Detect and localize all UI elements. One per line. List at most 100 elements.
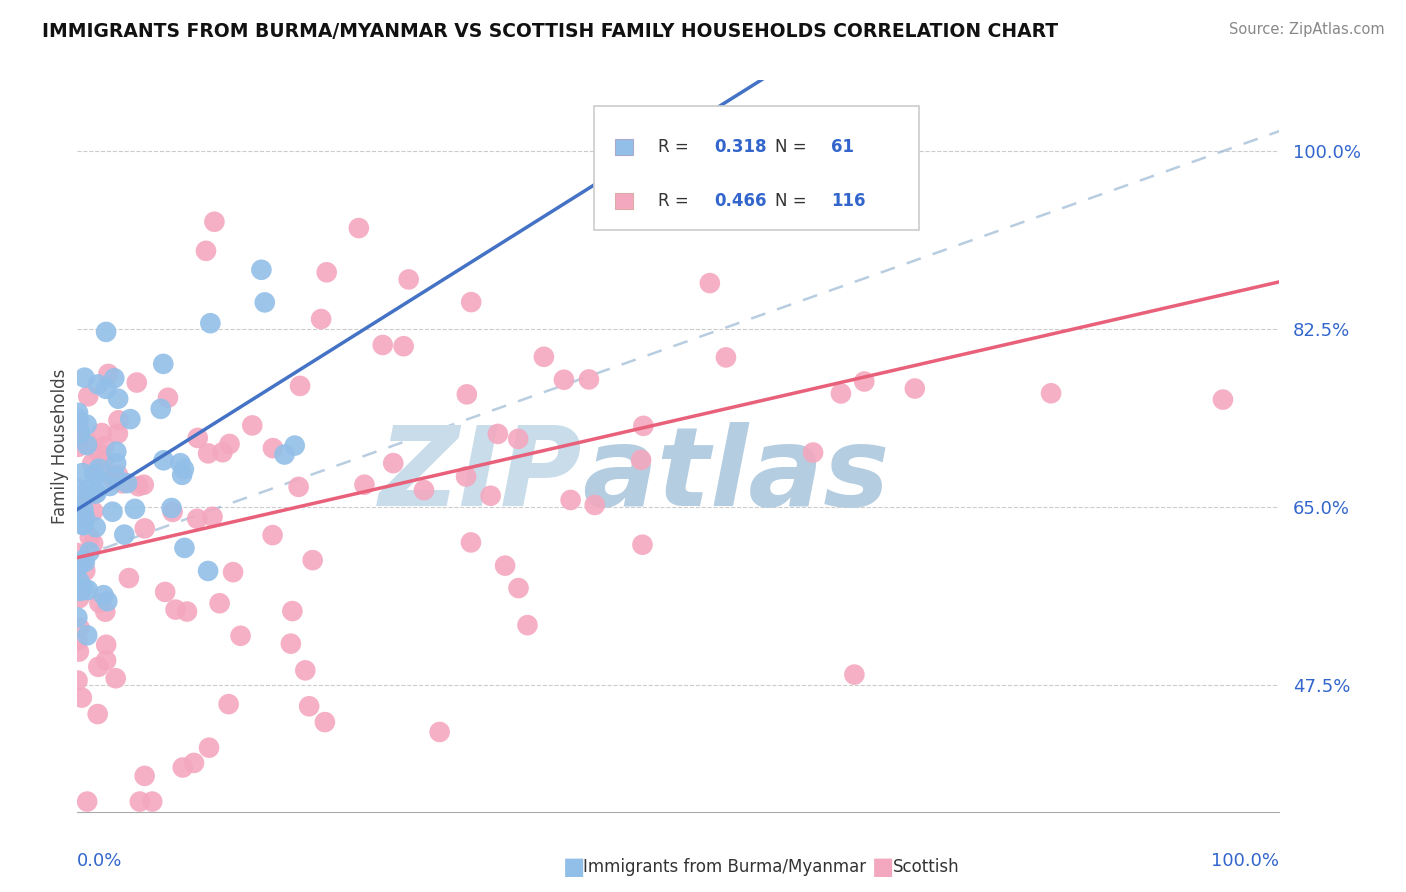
Point bbox=[89, 447, 111, 461]
Point bbox=[429, 725, 451, 739]
Point bbox=[76, 628, 98, 642]
Point bbox=[413, 483, 436, 497]
Point bbox=[132, 477, 155, 491]
Point bbox=[124, 502, 146, 516]
Point bbox=[76, 483, 98, 497]
Point bbox=[655, 136, 678, 151]
Point bbox=[198, 740, 221, 755]
Point bbox=[904, 382, 927, 396]
Point bbox=[67, 644, 90, 658]
Text: 0.0%: 0.0% bbox=[77, 852, 122, 870]
Point bbox=[578, 372, 600, 386]
Point bbox=[162, 505, 184, 519]
Point bbox=[77, 389, 100, 403]
Point bbox=[141, 795, 163, 809]
Point bbox=[165, 602, 187, 616]
Text: 0.318: 0.318 bbox=[714, 138, 766, 156]
Point bbox=[287, 480, 309, 494]
Point bbox=[460, 295, 482, 310]
Point bbox=[714, 351, 737, 365]
Point bbox=[83, 467, 105, 481]
Point bbox=[187, 431, 209, 445]
Point bbox=[398, 272, 420, 286]
Point bbox=[94, 325, 117, 339]
Point bbox=[533, 350, 555, 364]
Point bbox=[72, 518, 94, 533]
Point bbox=[250, 262, 273, 277]
Point bbox=[787, 134, 810, 148]
Point bbox=[183, 756, 205, 770]
Point bbox=[98, 479, 121, 493]
Point bbox=[229, 629, 252, 643]
Point bbox=[127, 479, 149, 493]
Point bbox=[87, 461, 110, 475]
Point bbox=[66, 584, 89, 599]
Point bbox=[240, 418, 263, 433]
Point bbox=[93, 588, 115, 602]
Point bbox=[169, 456, 191, 470]
Point bbox=[101, 505, 124, 519]
Point bbox=[67, 482, 90, 496]
Text: Source: ZipAtlas.com: Source: ZipAtlas.com bbox=[1229, 22, 1385, 37]
Point bbox=[128, 795, 150, 809]
Point bbox=[83, 486, 105, 500]
Point bbox=[134, 769, 156, 783]
Point bbox=[152, 453, 174, 467]
Point bbox=[134, 521, 156, 535]
Text: ■: ■ bbox=[562, 855, 585, 879]
Point bbox=[107, 467, 129, 482]
Point bbox=[70, 583, 93, 598]
Point bbox=[200, 316, 222, 330]
Point bbox=[516, 618, 538, 632]
Point bbox=[486, 426, 509, 441]
Point bbox=[280, 637, 302, 651]
Point bbox=[69, 621, 91, 635]
Text: IMMIGRANTS FROM BURMA/MYANMAR VS SCOTTISH FAMILY HOUSEHOLDS CORRELATION CHART: IMMIGRANTS FROM BURMA/MYANMAR VS SCOTTIS… bbox=[42, 22, 1059, 41]
Point bbox=[353, 477, 375, 491]
FancyBboxPatch shape bbox=[614, 139, 633, 155]
Point bbox=[153, 585, 176, 599]
Point bbox=[288, 379, 311, 393]
Point bbox=[284, 439, 307, 453]
Text: Scottish: Scottish bbox=[893, 858, 959, 876]
Point bbox=[371, 338, 394, 352]
Text: N =: N = bbox=[775, 138, 811, 156]
Point bbox=[69, 426, 91, 441]
Point bbox=[66, 610, 89, 624]
Point bbox=[160, 501, 183, 516]
Point bbox=[633, 418, 655, 433]
Point bbox=[173, 462, 195, 476]
Point bbox=[67, 440, 90, 454]
FancyBboxPatch shape bbox=[595, 106, 920, 230]
Point bbox=[67, 418, 90, 433]
Point bbox=[281, 604, 304, 618]
Text: 116: 116 bbox=[831, 192, 866, 210]
Point bbox=[149, 401, 172, 416]
Point bbox=[1040, 386, 1063, 401]
Point bbox=[202, 215, 225, 229]
Point bbox=[456, 387, 478, 401]
Point bbox=[508, 581, 530, 595]
Point bbox=[262, 441, 284, 455]
Point bbox=[82, 536, 104, 550]
Point bbox=[218, 697, 240, 711]
Point bbox=[79, 530, 101, 544]
Point bbox=[211, 445, 233, 459]
Point bbox=[479, 489, 502, 503]
Point bbox=[97, 367, 120, 381]
Point bbox=[67, 412, 90, 426]
Point bbox=[152, 357, 174, 371]
Point bbox=[90, 425, 112, 440]
Point bbox=[76, 417, 98, 432]
Point bbox=[73, 510, 96, 524]
Point bbox=[66, 673, 89, 688]
Point bbox=[314, 715, 336, 730]
Point bbox=[454, 469, 477, 483]
Y-axis label: Family Households: Family Households bbox=[51, 368, 69, 524]
Text: 0.466: 0.466 bbox=[714, 192, 766, 210]
Text: ■: ■ bbox=[872, 855, 894, 879]
Point bbox=[75, 564, 97, 578]
Point bbox=[69, 500, 91, 514]
Text: R =: R = bbox=[658, 192, 695, 210]
Point bbox=[801, 445, 824, 459]
